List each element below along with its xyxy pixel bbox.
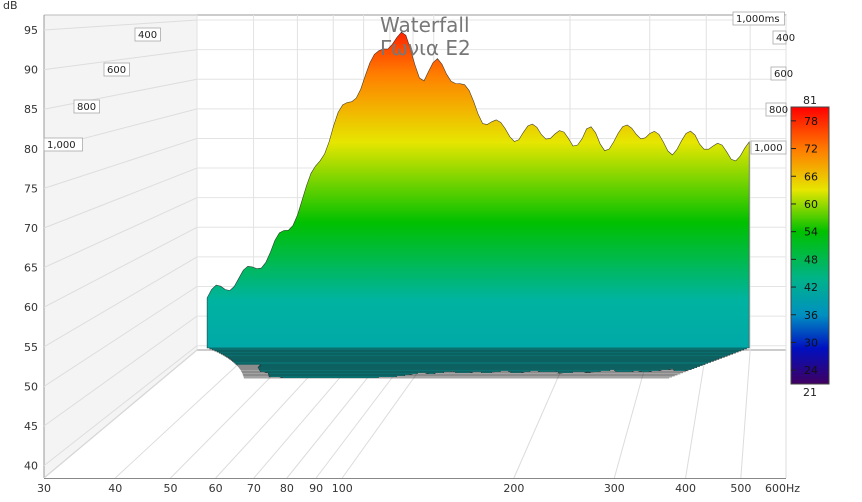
x-tick-label: 600Hz <box>765 482 800 495</box>
y-tick-label: 95 <box>24 24 38 37</box>
colorbar-tick-label: 72 <box>804 143 818 156</box>
y-tick-label: 50 <box>24 380 38 393</box>
x-tick-label: 40 <box>108 482 122 495</box>
y-tick-label: 55 <box>24 341 38 354</box>
colorbar-tick-label: 30 <box>804 336 818 349</box>
y-tick-label: 70 <box>24 222 38 235</box>
time-tick-box <box>43 137 83 152</box>
time-tick-label: 600 <box>107 65 126 76</box>
x-tick-label: 300 <box>604 482 625 495</box>
chart-subtitle: Γωνια E2 <box>380 36 471 60</box>
x-tick-label: 400 <box>675 482 696 495</box>
y-tick-label: 80 <box>24 143 38 156</box>
time-tick-box-right <box>750 140 787 155</box>
colorbar-tick-label: 48 <box>804 253 818 266</box>
time-tick-label-right: 1,000 <box>754 143 783 154</box>
colorbar-tick-label: 42 <box>804 281 818 294</box>
x-tick-label: 30 <box>37 482 51 495</box>
y-tick-label: 65 <box>24 262 38 275</box>
colorbar-tick-label: 78 <box>804 115 818 128</box>
x-tick-label: 70 <box>247 482 261 495</box>
colorbar-tick-label: 24 <box>804 364 818 377</box>
time-tick-label: 1,000 <box>47 140 76 151</box>
time-axis-ticks: 400 600 800 1,000 1,000ms 400 600 800 1,000 <box>43 11 795 155</box>
colorbar-min-label: 21 <box>803 386 817 399</box>
time-tick-box-right <box>732 11 785 26</box>
chart-title: Waterfall <box>380 13 470 37</box>
colorbar-tick-label: 54 <box>804 226 818 239</box>
time-tick-box-right <box>770 66 787 81</box>
colorbar-tick-label: 36 <box>804 309 818 322</box>
colorbar-tick-label: 60 <box>804 198 818 211</box>
y-tick-label: 60 <box>24 301 38 314</box>
time-tick-box <box>134 27 161 42</box>
x-tick-label: 90 <box>309 482 323 495</box>
time-tick-box-right <box>765 102 787 117</box>
waterfall-surface <box>206 31 750 379</box>
x-axis-ticks: 30 40 50 60 70 80 90 100 200 300 400 500 600Hz <box>37 482 800 495</box>
time-tick-label-right: 1,000ms <box>736 14 780 25</box>
colorbar: 81 21 78 72 66 60 54 48 42 36 30 24 <box>790 94 830 399</box>
x-tick-label: 50 <box>164 482 178 495</box>
colorbar-tick-label: 66 <box>804 170 818 183</box>
time-tick-label-right: 800 <box>769 105 788 116</box>
y-tick-label: 90 <box>24 64 38 77</box>
time-tick-label-right: 400 <box>776 33 795 44</box>
x-tick-label: 200 <box>503 482 524 495</box>
y-tick-label: 40 <box>24 460 38 473</box>
time-tick-label: 400 <box>138 30 157 41</box>
time-tick-box <box>73 99 100 114</box>
colorbar-max-label: 81 <box>803 94 817 107</box>
y-tick-label: 85 <box>24 103 38 116</box>
x-tick-label: 500 <box>730 482 751 495</box>
time-tick-label-right: 600 <box>774 69 793 80</box>
y-tick-label: 45 <box>24 420 38 433</box>
y-axis-ticks: 95 90 85 80 75 70 65 60 55 50 45 40 <box>24 24 38 473</box>
waterfall-slice <box>206 31 750 349</box>
x-tick-label: 100 <box>332 482 353 495</box>
y-tick-label: 75 <box>24 182 38 195</box>
time-tick-label: 800 <box>77 102 96 113</box>
x-tick-label: 60 <box>209 482 223 495</box>
colorbar-ticks: 78 72 66 60 54 48 42 36 30 24 <box>791 115 818 377</box>
time-tick-box-right <box>772 30 787 45</box>
time-tick-box <box>103 62 130 77</box>
x-tick-label: 80 <box>280 482 294 495</box>
y-axis-label: dB <box>3 0 18 12</box>
